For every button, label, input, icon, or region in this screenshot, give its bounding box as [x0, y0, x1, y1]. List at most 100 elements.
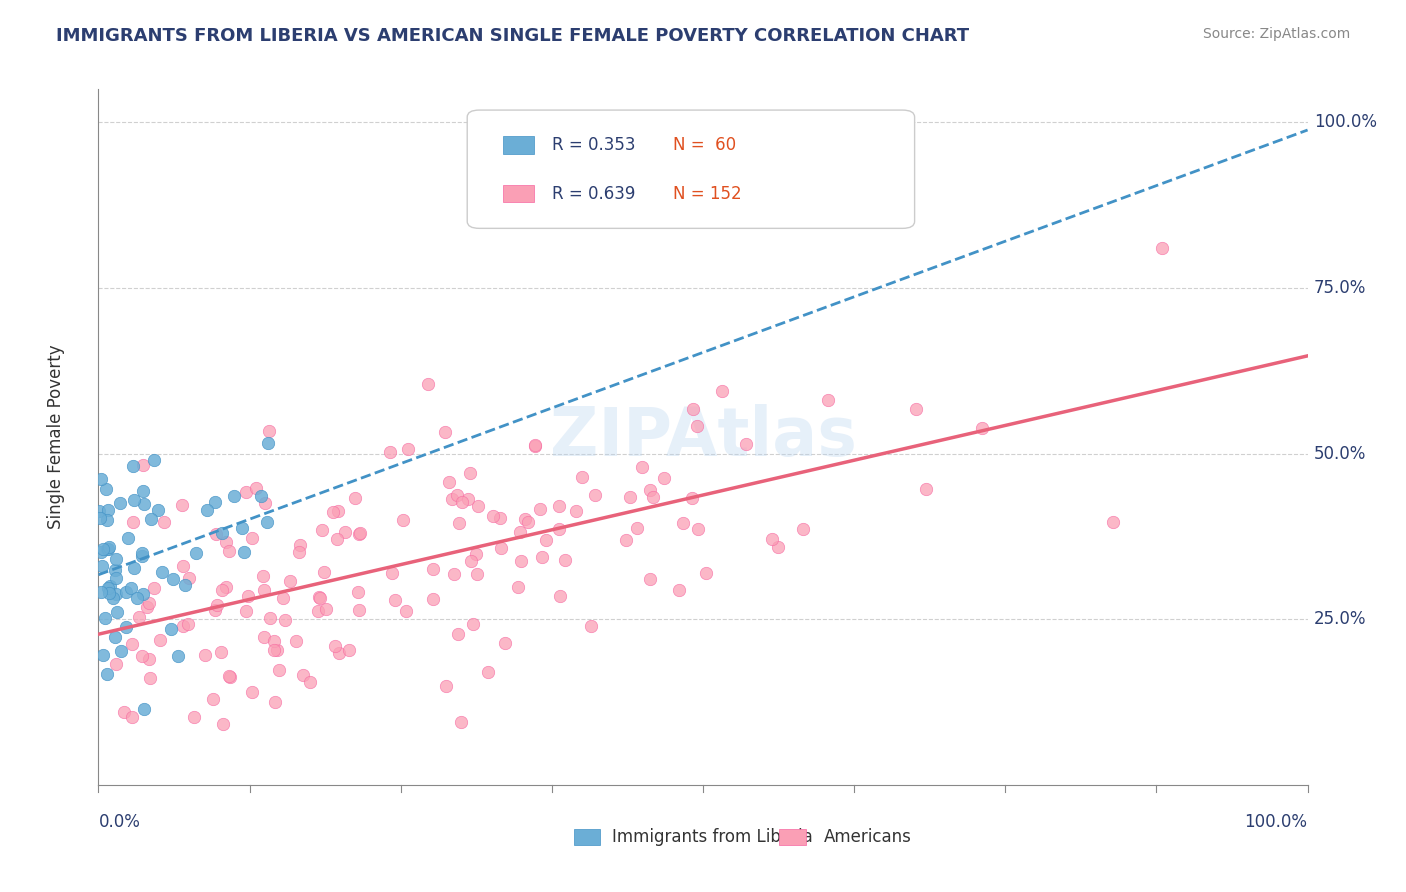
Americans: [347, 603, 370, 617]
Immigrants from Liberia: [184, 546, 207, 560]
Americans: [450, 495, 472, 509]
Americans: [734, 437, 756, 451]
Americans: [422, 562, 444, 576]
Americans: [308, 590, 330, 604]
Immigrants from Liberia: [93, 542, 115, 557]
Americans: [447, 516, 470, 531]
Americans: [259, 611, 281, 625]
Americans: [263, 695, 285, 709]
Immigrants from Liberia: [90, 545, 112, 559]
Americans: [253, 496, 276, 510]
Immigrants from Liberia: [122, 492, 145, 507]
Americans: [298, 674, 321, 689]
Americans: [439, 475, 461, 489]
Immigrants from Liberia: [131, 549, 153, 563]
Americans: [768, 540, 790, 554]
Immigrants from Liberia: [90, 472, 112, 486]
Americans: [450, 714, 472, 729]
Immigrants from Liberia: [110, 644, 132, 658]
Americans: [333, 524, 356, 539]
Americans: [686, 418, 709, 433]
Immigrants from Liberia: [131, 483, 153, 498]
Americans: [509, 524, 531, 539]
Immigrants from Liberia: [131, 546, 153, 560]
Americans: [138, 596, 160, 610]
Americans: [614, 533, 637, 547]
Americans: [309, 591, 332, 605]
Text: R = 0.639: R = 0.639: [553, 185, 636, 202]
Americans: [315, 601, 337, 615]
Americans: [202, 691, 225, 706]
Americans: [458, 467, 481, 481]
Americans: [547, 499, 569, 513]
Americans: [523, 438, 546, 452]
Americans: [626, 521, 648, 535]
Text: 75.0%: 75.0%: [1313, 279, 1367, 297]
Text: R = 0.353: R = 0.353: [553, 136, 636, 153]
Immigrants from Liberia: [93, 611, 115, 625]
Americans: [461, 617, 484, 632]
Americans: [263, 633, 285, 648]
Immigrants from Liberia: [101, 591, 124, 606]
Americans: [138, 652, 160, 666]
Immigrants from Liberia: [98, 579, 121, 593]
Americans: [548, 589, 571, 603]
Americans: [311, 524, 333, 538]
Immigrants from Liberia: [104, 630, 127, 644]
Immigrants from Liberia: [89, 504, 111, 518]
Immigrants from Liberia: [162, 572, 184, 586]
Text: 0.0%: 0.0%: [98, 813, 141, 830]
Americans: [652, 471, 675, 485]
Immigrants from Liberia: [115, 584, 138, 599]
Americans: [396, 442, 419, 456]
Americans: [135, 599, 157, 614]
Immigrants from Liberia: [167, 649, 190, 664]
Americans: [218, 669, 240, 683]
Immigrants from Liberia: [122, 458, 145, 473]
Americans: [205, 527, 228, 541]
Americans: [212, 717, 235, 731]
Americans: [457, 491, 479, 506]
Immigrants from Liberia: [114, 620, 136, 634]
Text: 50.0%: 50.0%: [1313, 444, 1367, 463]
Americans: [641, 491, 664, 505]
FancyBboxPatch shape: [779, 830, 806, 845]
Americans: [121, 710, 143, 724]
Americans: [128, 610, 150, 624]
Americans: [510, 554, 533, 568]
FancyBboxPatch shape: [503, 136, 534, 153]
Immigrants from Liberia: [91, 648, 114, 663]
Immigrants from Liberia: [117, 532, 139, 546]
Americans: [681, 491, 703, 505]
Americans: [447, 626, 470, 640]
Americans: [465, 548, 488, 562]
Americans: [121, 638, 143, 652]
Americans: [285, 634, 308, 648]
FancyBboxPatch shape: [574, 830, 600, 845]
Americans: [219, 670, 242, 684]
Immigrants from Liberia: [233, 545, 256, 559]
Immigrants from Liberia: [231, 521, 253, 535]
Immigrants from Liberia: [134, 497, 156, 511]
Americans: [565, 503, 588, 517]
Immigrants from Liberia: [104, 563, 127, 577]
Immigrants from Liberia: [104, 571, 127, 585]
Americans: [205, 598, 228, 612]
Americans: [122, 515, 145, 529]
Americans: [508, 580, 530, 594]
Immigrants from Liberia: [105, 552, 128, 566]
Text: N =  60: N = 60: [673, 136, 735, 153]
Americans: [349, 526, 371, 541]
Text: ZIPAtlas: ZIPAtlas: [550, 404, 856, 470]
Americans: [682, 401, 704, 416]
Americans: [710, 384, 733, 399]
Americans: [434, 679, 457, 693]
Americans: [288, 538, 311, 552]
Americans: [326, 504, 349, 518]
Text: 100.0%: 100.0%: [1244, 813, 1308, 830]
Immigrants from Liberia: [98, 586, 121, 600]
Americans: [240, 531, 263, 545]
Immigrants from Liberia: [256, 515, 278, 529]
Americans: [381, 566, 404, 581]
Americans: [523, 439, 546, 453]
